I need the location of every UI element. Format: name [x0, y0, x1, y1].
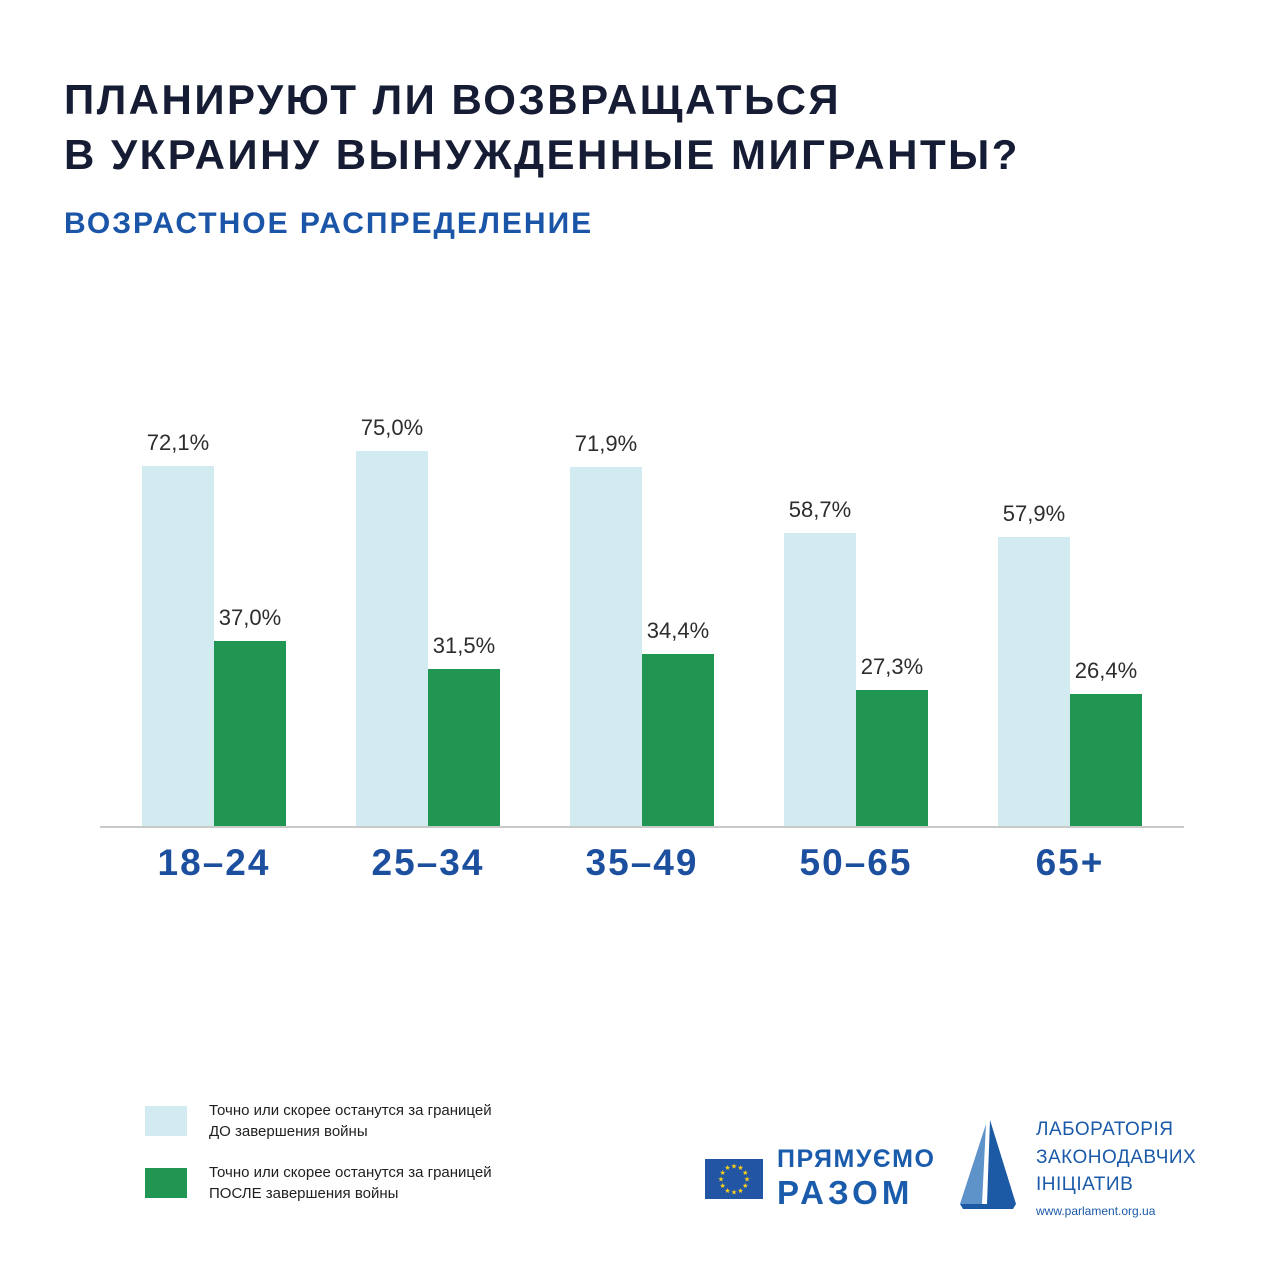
svg-text:★: ★	[742, 1169, 748, 1177]
bar-value-label: 26,4%	[1074, 658, 1138, 683]
bar-stay-after-war-end	[214, 641, 286, 826]
eu-flag-icon: ★ ★★★★★★★★★★★	[705, 1158, 763, 1199]
x-axis-labels: 18–24 25–34 35–49 50–65 65+	[100, 842, 1184, 884]
page-title-line1: ПЛАНИРУЮТ ЛИ ВОЗВРАЩАТЬСЯ	[64, 76, 842, 123]
bar-group: 71,9% 34,4%	[570, 430, 714, 826]
x-axis-baseline	[100, 826, 1184, 828]
bar-stay-after-war-end	[1070, 694, 1142, 826]
bar-stay-before-war-end	[142, 465, 214, 826]
bar-group: 72,1% 37,0%	[142, 429, 286, 826]
bar-value-label: 37,0%	[218, 605, 282, 630]
svg-text:★: ★	[737, 1164, 743, 1172]
bar-stay-before-war-end	[356, 451, 428, 826]
lab-logo-url: www.parlament.org.ua	[1036, 1203, 1156, 1218]
lab-logo: ЛАБОРАТОРІЯ ЗАКОНОДАВЧИХ ІНІЦІАТИВ www.p…	[950, 1116, 1196, 1218]
bar-value-label: 72,1%	[146, 429, 210, 455]
eu-logo-text-line1: ПРЯМУЄМО	[777, 1145, 936, 1173]
bar-group: 58,7% 27,3%	[784, 496, 928, 826]
bar-stay-after-war-end	[856, 689, 928, 826]
svg-text:★: ★	[720, 1182, 726, 1190]
x-axis-label: 18–24	[157, 842, 271, 883]
bar-stay-before-war-end	[570, 466, 642, 826]
legend-item: Точно или скорее останутся за границей ДО…	[145, 1100, 492, 1142]
bar-value-label: 57,9%	[1002, 500, 1066, 526]
lab-logo-text-line1: ЛАБОРАТОРІЯ	[1036, 1119, 1174, 1140]
x-axis-label: 25–34	[371, 842, 485, 883]
bar-value-label: 75,0%	[360, 415, 424, 440]
bar-stay-after-war-end	[428, 668, 500, 826]
svg-text:★: ★	[718, 1175, 724, 1183]
svg-text:★: ★	[742, 1182, 748, 1190]
bar-stay-after-war-end	[642, 654, 714, 826]
eu-program-logo: ★ ★ ★ ★ ★ ★ ★ ★ ★ ★ ★ ★ ПРЯМУЄМО РАЗОМ	[705, 1145, 935, 1212]
page-title-line2: В УКРАИНУ ВЫНУЖДЕННЫЕ МИГРАНТЫ?	[64, 131, 1020, 179]
bar-value-label: 58,7%	[788, 496, 852, 522]
header: ПЛАНИРУЮТ ЛИ ВОЗВРАЩАТЬСЯ В УКРАИНУ ВЫНУ…	[64, 72, 1020, 241]
bar-stay-before-war-end	[998, 536, 1070, 826]
bar-stay-before-war-end	[784, 532, 856, 826]
legend-swatch	[145, 1106, 187, 1136]
bar-value-label: 27,3%	[860, 653, 924, 679]
legend-label: Точно или скорее останутся за границей ДО…	[209, 1102, 492, 1140]
lab-logo-text-line3: ІНІЦІАТИВ	[1036, 1174, 1134, 1196]
legend-item: Точно или скорее останутся за границей ПО…	[145, 1162, 492, 1204]
svg-text:★: ★	[737, 1186, 743, 1194]
bar-group: 57,9% 26,4%	[998, 500, 1142, 826]
page-subtitle: ВОЗРАСТНОЕ РАСПРЕДЕЛЕНИЕ	[64, 206, 594, 240]
svg-text:★: ★	[724, 1186, 730, 1194]
chart-legend: Точно или скорее останутся за границей ДО…	[145, 1100, 492, 1224]
eu-logo-text-line2: РАЗОМ	[777, 1174, 914, 1211]
bar-value-label: 34,4%	[646, 618, 710, 643]
bar-value-label: 31,5%	[432, 632, 496, 658]
sail-icon	[960, 1120, 1016, 1209]
x-axis-label: 50–65	[799, 842, 913, 883]
lab-logo-text-line2: ЗАКОНОДАВЧИХ	[1036, 1146, 1197, 1168]
bar-group: 75,0% 31,5%	[356, 415, 500, 826]
page-title: ПЛАНИРУЮТ ЛИ ВОЗВРАЩАТЬСЯ В УКРАИНУ ВЫНУ…	[64, 72, 1020, 183]
x-axis-label: 65+	[1035, 842, 1105, 883]
bar-value-label: 71,9%	[574, 430, 638, 456]
svg-text:★: ★	[731, 1162, 737, 1170]
x-axis-label: 35–49	[585, 842, 699, 883]
svg-text:★: ★	[720, 1169, 726, 1177]
svg-text:★: ★	[724, 1164, 730, 1172]
bar-chart-plot: 72,1% 37,0% 75,0% 31,5% 71,9% 34,4% 58,7% 27,3%…	[100, 415, 1184, 826]
svg-text:★: ★	[731, 1188, 737, 1196]
legend-label: Точно или скорее останутся за границей ПО…	[209, 1164, 492, 1202]
legend-swatch	[145, 1168, 187, 1198]
svg-text:★: ★	[744, 1175, 750, 1183]
